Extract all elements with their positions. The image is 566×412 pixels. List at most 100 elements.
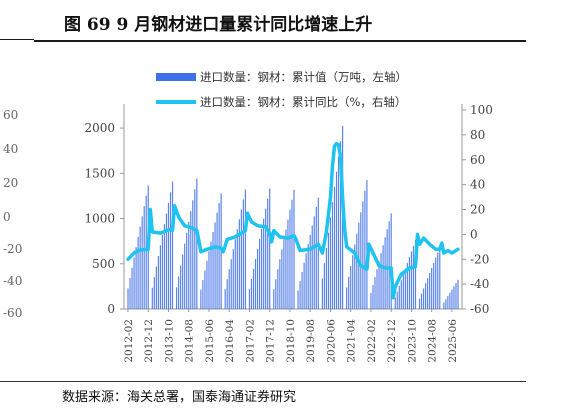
bar xyxy=(390,213,392,309)
x-tick-label: 2024-08 xyxy=(427,319,439,363)
bar xyxy=(350,265,352,309)
right-tick-label: 80 xyxy=(470,128,485,142)
x-tick-label: 2022-02 xyxy=(366,319,378,363)
bar xyxy=(414,239,417,309)
bar xyxy=(339,141,342,309)
bar xyxy=(325,248,328,309)
bar xyxy=(248,288,251,309)
right-tick-label: 40 xyxy=(470,178,485,192)
right-tick-label: 20 xyxy=(470,203,485,217)
bar xyxy=(258,238,261,309)
bar xyxy=(141,216,143,309)
bar xyxy=(356,233,358,309)
bar xyxy=(214,222,216,309)
source-note: 数据来源：海关总署，国泰海通证券研究 xyxy=(62,390,297,405)
right-tick-label: -60 xyxy=(470,302,489,316)
bar xyxy=(443,302,445,309)
bar xyxy=(408,257,411,309)
bar xyxy=(182,254,184,309)
bar xyxy=(435,257,437,309)
left-tick-label: 2000 xyxy=(84,121,115,135)
bar xyxy=(196,178,198,309)
bar xyxy=(180,265,182,309)
bar xyxy=(204,270,206,309)
bar xyxy=(382,245,384,309)
bar xyxy=(376,269,378,309)
bar xyxy=(167,202,170,309)
x-tick-label: 2020-06 xyxy=(325,319,337,363)
left-tick-label: 500 xyxy=(92,257,115,271)
bar xyxy=(457,279,459,309)
bar xyxy=(161,234,164,309)
bar xyxy=(151,287,153,309)
bar xyxy=(236,229,238,309)
bar xyxy=(216,212,218,309)
bar xyxy=(348,276,350,309)
ghost-axis: 60 40 20 0 -20 -40 -60 xyxy=(0,108,30,330)
bar xyxy=(427,278,429,309)
bar xyxy=(449,292,451,309)
bar xyxy=(425,283,427,309)
bar xyxy=(394,297,396,309)
x-tick-label: 2018-10 xyxy=(285,319,297,363)
bar xyxy=(265,208,267,309)
x-tick-label: 2012-02 xyxy=(123,319,135,363)
bar xyxy=(313,216,315,309)
bar xyxy=(267,198,269,309)
bar xyxy=(406,262,408,309)
ghost-axis-label: 60 xyxy=(3,108,19,122)
bar xyxy=(447,296,449,309)
legend-label-bars: 进口数量：钢材：累计值（万吨，左轴） xyxy=(200,70,407,84)
bar xyxy=(129,278,131,309)
bar xyxy=(137,236,139,309)
bar xyxy=(323,263,325,309)
right-tick-label: -40 xyxy=(470,277,489,291)
bar xyxy=(240,209,242,309)
bar xyxy=(398,285,400,309)
bar xyxy=(297,290,299,309)
bar xyxy=(380,253,382,309)
bar xyxy=(238,219,240,309)
bar xyxy=(279,259,281,309)
bar xyxy=(163,224,166,309)
bar xyxy=(261,228,263,309)
bar xyxy=(372,285,374,309)
x-tick-label: 2017-12 xyxy=(265,319,277,363)
bar xyxy=(422,288,425,309)
bar xyxy=(244,189,247,309)
bar xyxy=(277,269,279,309)
bar xyxy=(228,269,230,309)
bar xyxy=(311,225,313,309)
bar xyxy=(224,289,226,309)
right-tick-label: -20 xyxy=(470,252,489,266)
x-tick-label: 2017-02 xyxy=(244,319,256,363)
yoy-line xyxy=(126,141,460,300)
bar xyxy=(210,241,212,309)
bar xyxy=(157,255,159,309)
bar xyxy=(155,266,157,309)
bar xyxy=(412,245,415,309)
bar xyxy=(139,226,141,309)
x-tick-label: 2015-06 xyxy=(204,319,216,363)
ghost-axis-label: 40 xyxy=(3,142,19,156)
ghost-axis-label: -20 xyxy=(3,242,23,256)
bar xyxy=(165,213,168,309)
bar xyxy=(194,189,196,309)
bar xyxy=(127,288,129,309)
bar xyxy=(360,212,362,309)
right-tick-label: 0 xyxy=(470,227,478,241)
bar xyxy=(269,188,271,309)
ghost-axis-label: 0 xyxy=(3,210,11,224)
bar xyxy=(206,260,208,309)
bar xyxy=(374,277,376,309)
bar xyxy=(358,222,360,309)
bar xyxy=(208,251,210,309)
bar xyxy=(307,244,309,309)
bar xyxy=(335,171,338,309)
bar xyxy=(135,247,137,309)
bar xyxy=(431,267,433,309)
bar xyxy=(218,203,220,309)
bar xyxy=(404,268,406,309)
bar xyxy=(175,287,178,309)
bar xyxy=(437,252,439,309)
